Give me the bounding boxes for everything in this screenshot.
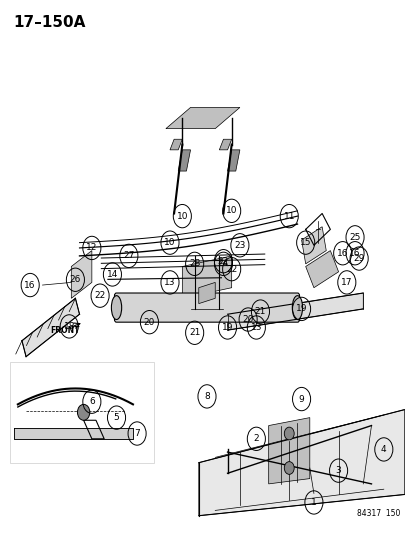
Text: 17–150A: 17–150A [14, 14, 86, 30]
Text: 22: 22 [94, 291, 105, 300]
Circle shape [77, 405, 90, 420]
Text: 4: 4 [380, 445, 386, 454]
Polygon shape [268, 418, 309, 484]
Text: 9: 9 [298, 394, 304, 403]
Text: 19: 19 [295, 304, 306, 313]
Text: 18: 18 [63, 322, 75, 331]
Text: 5: 5 [114, 413, 119, 422]
Text: 13: 13 [164, 278, 175, 287]
Text: 1: 1 [310, 498, 316, 507]
Text: 27: 27 [123, 252, 134, 261]
Polygon shape [166, 108, 239, 128]
Ellipse shape [292, 296, 302, 319]
Text: 13: 13 [250, 323, 261, 332]
Text: 7: 7 [134, 429, 140, 438]
Text: 10: 10 [176, 212, 188, 221]
Text: 29: 29 [353, 254, 364, 263]
Text: 17: 17 [340, 278, 352, 287]
Text: 21: 21 [254, 307, 266, 316]
Text: 16: 16 [336, 249, 348, 258]
Text: 20: 20 [242, 315, 253, 324]
Polygon shape [227, 150, 239, 171]
Text: 14: 14 [107, 270, 118, 279]
Text: 10: 10 [164, 238, 175, 247]
Polygon shape [22, 298, 79, 357]
Text: 24: 24 [217, 260, 228, 268]
Text: 28: 28 [188, 260, 200, 268]
Polygon shape [198, 282, 215, 304]
Polygon shape [227, 293, 362, 330]
Polygon shape [219, 139, 231, 150]
Text: 3: 3 [335, 466, 341, 475]
Text: 15: 15 [299, 238, 311, 247]
Text: 22: 22 [217, 257, 228, 265]
Polygon shape [178, 150, 190, 171]
Text: 22: 22 [225, 265, 237, 273]
Polygon shape [198, 410, 404, 516]
Text: 10: 10 [225, 206, 237, 215]
Polygon shape [71, 251, 92, 298]
FancyBboxPatch shape [114, 293, 299, 322]
Text: 25: 25 [349, 233, 360, 242]
Text: FRONT: FRONT [50, 326, 80, 335]
Polygon shape [14, 428, 133, 439]
Text: 6: 6 [89, 397, 95, 406]
Text: 19: 19 [221, 323, 233, 332]
Text: 8: 8 [204, 392, 209, 401]
Text: 16: 16 [349, 249, 360, 258]
Text: 16: 16 [24, 280, 36, 289]
Ellipse shape [111, 296, 121, 319]
Polygon shape [301, 227, 325, 264]
Text: 11: 11 [283, 212, 294, 221]
Polygon shape [170, 139, 182, 150]
Circle shape [284, 427, 294, 440]
Text: 20: 20 [143, 318, 155, 327]
FancyBboxPatch shape [9, 362, 153, 463]
Circle shape [284, 462, 294, 474]
Text: 26: 26 [69, 275, 81, 284]
Text: 84317  150: 84317 150 [356, 510, 399, 519]
Polygon shape [305, 251, 338, 288]
Polygon shape [182, 256, 231, 298]
Text: 2: 2 [253, 434, 259, 443]
Text: 12: 12 [86, 244, 97, 253]
Text: 21: 21 [188, 328, 200, 337]
Text: 23: 23 [234, 241, 245, 250]
